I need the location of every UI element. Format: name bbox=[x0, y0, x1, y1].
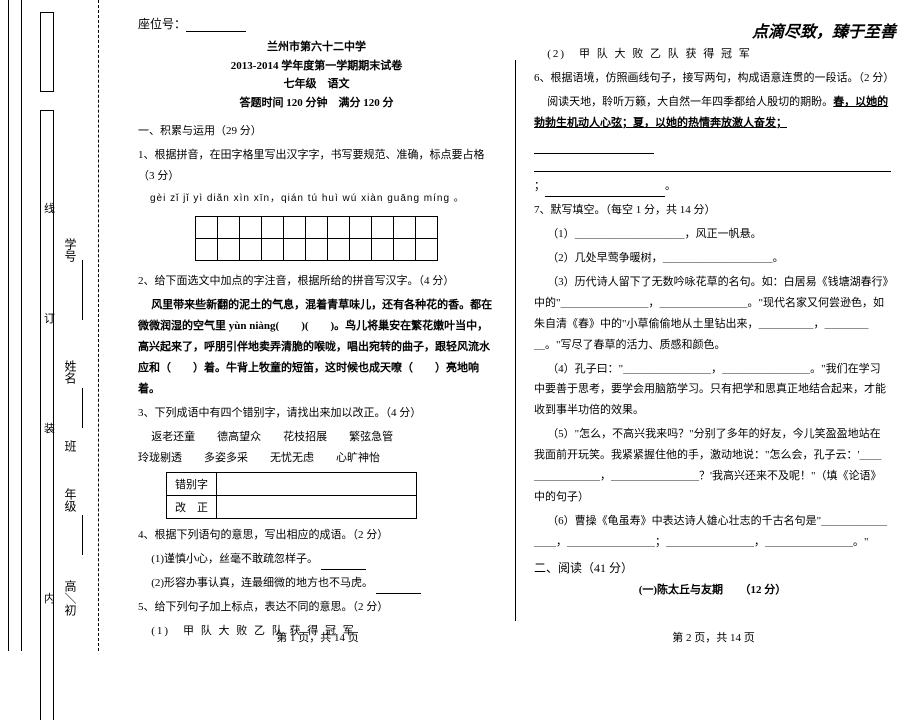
page-2-footer: 第 2 页，共 14 页 bbox=[516, 629, 911, 645]
page-1-footer: 第 1 页，共 14 页 bbox=[120, 629, 515, 645]
q7-item-1: （1）＿＿＿＿＿＿＿＿＿＿，风正一帆悬。 bbox=[534, 224, 891, 245]
q6-intro: 6、根据语境，仿照画线句子，接写两句，构成语意连贯的一段话。（2 分） bbox=[534, 68, 891, 89]
seal-char-4: 内 bbox=[44, 590, 55, 606]
reading-1-title: (一)陈太丘与友期 （12 分） bbox=[534, 580, 891, 601]
q3-words: 返老还童 德高望众 花枝招展 繁弦急管 玲珑剔透 多姿多采 无忧无虑 心旷神怡 bbox=[138, 427, 495, 469]
q7-item-2: （2）几处早莺争暖树，＿＿＿＿＿＿＿＿＿＿。 bbox=[534, 248, 891, 269]
gutter-col-2a bbox=[40, 12, 54, 92]
q6-prefix: 阅读天地，聆听万籁，大自然一年四季都给人殷切的期盼。 bbox=[547, 96, 833, 108]
q3-row1-label: 错别字 bbox=[167, 473, 217, 496]
vfield-line-1 bbox=[82, 260, 83, 320]
section-2-heading: 二、阅读（41 分） bbox=[534, 559, 891, 576]
q7-item-5: （5）"怎么，不高兴我来吗？"分别了多年的好友，今儿笑盈盈地站在我面前开玩笑。我… bbox=[534, 424, 891, 508]
q6-body: 阅读天地，聆听万籁，大自然一年四季都给人殷切的期盼。春，以她的勃勃生机动人心弦；… bbox=[534, 92, 891, 155]
title-line-2: 2013-2014 学年度第一学期期末试卷 bbox=[138, 57, 495, 76]
q4-intro: 4、根据下列语句的意思，写出相应的成语。（2 分） bbox=[138, 525, 495, 546]
seat-blank[interactable] bbox=[186, 31, 246, 32]
title-line-1: 兰州市第六十二中学 bbox=[138, 38, 495, 57]
pages-container: 座位号： 兰州市第六十二中学 2013-2014 学年度第一学期期末试卷 七年级… bbox=[120, 0, 920, 651]
q1-pinyin: gèi zǐ jǐ yì diǎn xìn xīn，qián tú huì wú… bbox=[138, 189, 495, 208]
exam-title-block: 兰州市第六十二中学 2013-2014 学年度第一学期期末试卷 七年级 语文 答… bbox=[138, 38, 495, 113]
title-line-4: 答题时间 120 分钟 满分 120 分 bbox=[138, 94, 495, 113]
q7-item-6: （6）曹操《龟虽寿》中表达诗人雄心壮志的千古名句是"＿＿＿＿＿＿＿＿，＿＿＿＿＿… bbox=[534, 511, 891, 553]
q6-blank-line[interactable] bbox=[534, 158, 891, 172]
seal-char-2: 订 bbox=[44, 310, 55, 326]
section-1-heading: 一、积累与运用（29 分） bbox=[138, 121, 495, 142]
q2-body: 风里带来些新翻的泥土的气息，混着青草味儿，还有各种花的香。都在微微润湿的空气里 … bbox=[138, 295, 495, 399]
q3-answer-table-wrap: 错别字 改 正 bbox=[166, 472, 495, 519]
vfield-class: 班 bbox=[62, 440, 79, 452]
vfield-level: 高＼初 bbox=[62, 580, 79, 616]
page-1: 座位号： 兰州市第六十二中学 2013-2014 学年度第一学期期末试卷 七年级… bbox=[120, 0, 515, 651]
q4-blank-2[interactable] bbox=[376, 583, 421, 594]
vfield-line-2 bbox=[82, 388, 83, 428]
q5-line-2: (2) 甲 队 大 败 乙 队 获 得 冠 军 bbox=[534, 44, 891, 65]
q7-item-3: （3）历代诗人留下了无数吟咏花草的名句。如：白居易《钱塘湖春行》中的"＿＿＿＿＿… bbox=[534, 272, 891, 356]
seat-label: 座位号： bbox=[138, 17, 186, 31]
vfield-name: 姓名 bbox=[62, 360, 79, 384]
dashed-seal-line bbox=[98, 0, 99, 651]
q4-blank-1[interactable] bbox=[321, 559, 366, 570]
q2-intro: 2、给下面选文中加点的字注音，根据所给的拼音写汉字。（4 分） bbox=[138, 271, 495, 292]
q3-row2-label: 改 正 bbox=[167, 496, 217, 519]
q3-intro: 3、下列成语中有四个错别字，请找出来加以改正。（4 分） bbox=[138, 403, 495, 424]
seat-row: 座位号： bbox=[138, 15, 495, 32]
char-grid-wrap bbox=[138, 216, 495, 261]
q4-item-1: (1)谨慎小心，丝毫不敢疏忽样子。 bbox=[138, 549, 495, 570]
title-line-3: 七年级 语文 bbox=[138, 75, 495, 94]
seal-char-3: 装 bbox=[44, 420, 55, 436]
binding-gutter: 线 订 装 内 学号 姓名 班 年级 高＼初 bbox=[0, 0, 110, 651]
q7-intro: 7、默写填空。（每空 1 分，共 14 分） bbox=[534, 200, 891, 221]
q6-blank-2[interactable] bbox=[545, 196, 665, 197]
q7-item-4: （4）孔子曰："＿＿＿＿＿＿＿＿，＿＿＿＿＿＿＿＿。"我们在学习中要善于思考，要… bbox=[534, 359, 891, 422]
q3-answer-table[interactable]: 错别字 改 正 bbox=[166, 472, 417, 519]
vfield-line-3 bbox=[82, 515, 83, 555]
q4-item-2: (2)形容办事认真，连最细微的地方也不马虎。 bbox=[138, 573, 495, 594]
q6-blank-1[interactable] bbox=[534, 153, 654, 154]
vfield-grade: 年级 bbox=[62, 488, 79, 512]
vfield-student-id: 学号 bbox=[62, 238, 79, 262]
char-grid[interactable] bbox=[195, 216, 438, 261]
q1-text: 1、根据拼音，在田字格里写出汉字字，书写要规范、准确，标点要占格（3 分） bbox=[138, 145, 495, 187]
page-2: (2) 甲 队 大 败 乙 队 获 得 冠 军 6、根据语境，仿照画线句子，接写… bbox=[516, 0, 911, 651]
q5-intro: 5、给下列句子加上标点，表达不同的意思。（2 分） bbox=[138, 597, 495, 618]
seal-char-1: 线 bbox=[44, 200, 55, 216]
gutter-col-1 bbox=[8, 0, 22, 651]
